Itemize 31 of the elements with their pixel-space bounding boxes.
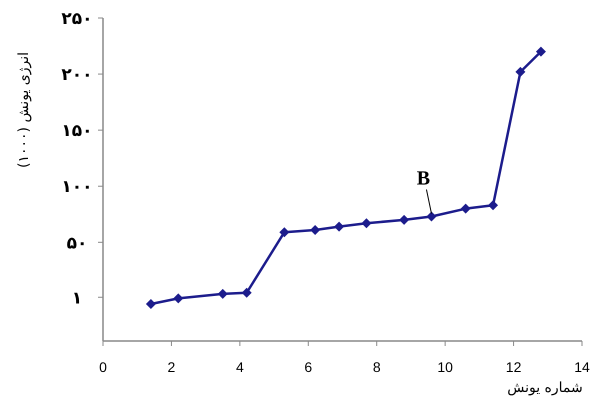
x-axis-title: شماره یونش [507,380,583,396]
point [361,218,372,228]
point [460,204,471,214]
point [173,293,184,304]
point [279,227,290,238]
point [218,288,228,299]
y-tick-label: ۱۰۰ [61,177,93,198]
y-tick-label: ۱ [72,288,82,308]
y-tick-label: ۱۵۰ [61,121,93,142]
y-tick-label: ۲۵۰ [61,9,93,29]
point [242,288,252,298]
y-axis-title: انرژی یونش (۱۰۰۰) [16,52,32,168]
x-tick-label: 14 [574,359,590,375]
annotation: B [416,168,430,190]
x-tick-label: 12 [506,359,522,375]
point [310,224,320,235]
x-tick-label: 2 [168,359,176,375]
point [146,298,156,309]
point [399,214,410,225]
point [536,46,546,57]
point [515,66,526,77]
x-tick-label: 10 [437,359,454,375]
x-tick-label: 6 [304,359,312,375]
x-tick-label: 4 [236,359,244,375]
y-tick-label: ۲۰۰ [61,65,93,86]
point [334,222,344,232]
point [488,200,498,210]
point [426,212,436,222]
x-tick-label: 0 [99,359,108,375]
x-tick-label: 8 [372,359,381,375]
y-tick-label: ۵۰ [66,233,88,254]
